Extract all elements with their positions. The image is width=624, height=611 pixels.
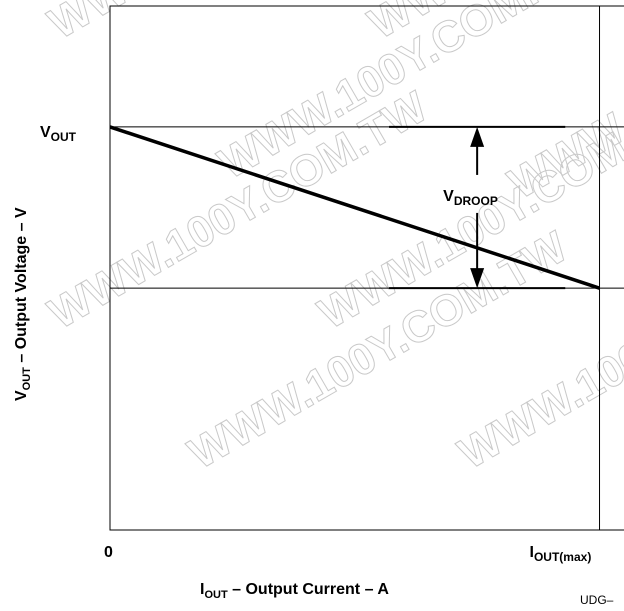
- x-axis-label-main: I: [200, 581, 204, 598]
- droop-label-main: V: [443, 188, 454, 205]
- series-line: [109, 125, 601, 290]
- y-axis-label-sub: OUT: [21, 367, 33, 391]
- tick-labels: 0 IOUT(max)VOUT: [40, 124, 591, 564]
- droop-arrowhead-up: [470, 126, 485, 147]
- y-axis-label: VOUT – Output Voltage – V: [13, 207, 33, 401]
- x-tick-label-sub: OUT(max): [534, 550, 591, 564]
- x-axis-label-sub: OUT: [204, 589, 228, 601]
- x-tick-label-main: 0: [104, 544, 113, 561]
- watermark: WWW.100Y.COM.TWWWW.100Y.COM.TWWWW.100Y.C…: [40, 0, 624, 479]
- y-axis-label-main: V: [13, 390, 30, 401]
- y-axis-label-rest: – Output Voltage – V: [13, 207, 30, 367]
- plot-frame: [109, 5, 624, 531]
- x-tick-label-main: I: [530, 544, 534, 561]
- x-tick-label: 0: [104, 544, 113, 561]
- droop-annotation: VDROOP: [389, 125, 566, 290]
- figure-id: UDG–: [580, 593, 614, 607]
- droop-label-sub: DROOP: [454, 194, 498, 208]
- droop-arrowhead-down: [470, 268, 485, 289]
- x-axis-label: IOUT – Output Current – A: [200, 581, 389, 601]
- x-axis-label-rest: – Output Current – A: [228, 581, 390, 598]
- y-tick-label-sub: OUT: [51, 130, 77, 144]
- y-tick-label-main: V: [40, 124, 51, 141]
- y-tick-label: VOUT: [40, 124, 77, 144]
- series-group: [109, 125, 601, 290]
- x-tick-label: IOUT(max): [530, 544, 592, 564]
- droop-label: VDROOP: [443, 188, 498, 208]
- plot-area: VDROOP: [109, 5, 624, 531]
